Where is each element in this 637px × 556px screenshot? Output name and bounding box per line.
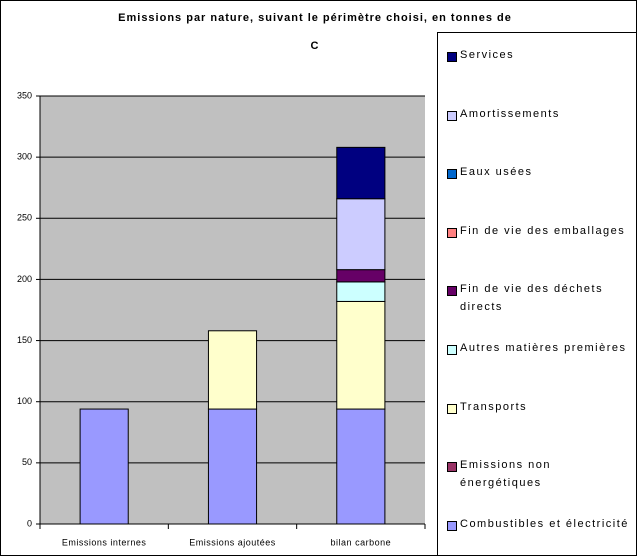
- legend-item: Services: [447, 49, 635, 64]
- legend-label: Amortissements: [460, 107, 560, 120]
- bar-segment: [336, 300, 386, 410]
- x-tick-label: Emissions internes: [62, 537, 147, 547]
- legend-swatch: [447, 169, 457, 180]
- bar-segment: [336, 198, 386, 271]
- x-tick-label: Emissions ajoutées: [189, 537, 276, 547]
- legend-label: Eaux usées: [460, 166, 533, 179]
- legend-label: Fin de vie des emballages: [460, 224, 626, 237]
- x-tick-label: bilan carbone: [331, 537, 392, 547]
- bar-segment: [79, 408, 129, 525]
- chart-title: Emissions par nature, suivant le périmèt…: [118, 12, 512, 24]
- legend-item: Fin de vie des déchets directs: [447, 283, 635, 316]
- legend-swatch: [447, 345, 457, 355]
- legend-item: Combustibles et électricité: [447, 518, 635, 533]
- chart-title: C: [311, 40, 320, 52]
- legend-label: Transports: [460, 400, 528, 413]
- y-tick-label: 300: [17, 152, 32, 162]
- legend-label: Autres matières premières: [460, 342, 627, 354]
- legend-swatch: [447, 403, 457, 414]
- legend-swatch: [447, 110, 457, 121]
- y-tick-label: 250: [17, 213, 32, 223]
- legend-label: Combustibles et électricité: [460, 517, 629, 530]
- bar-segment: [207, 330, 258, 410]
- legend-swatch: [447, 227, 457, 238]
- legend-item: Emissions non énergétiques: [447, 459, 635, 492]
- legend-item: Fin de vie des emballages: [447, 225, 635, 240]
- legend-swatch: [447, 462, 457, 473]
- legend-label: Fin de vie des déchets directs: [460, 283, 604, 314]
- legend-item: Transports: [447, 401, 635, 416]
- y-tick-label: 200: [17, 274, 32, 284]
- y-tick-label: 50: [22, 457, 32, 467]
- y-tick-label: 150: [17, 335, 32, 345]
- bar-segment: [336, 281, 386, 302]
- y-tick-label: 100: [17, 396, 32, 406]
- legend-swatch: [447, 52, 457, 62]
- bar-segment: [207, 408, 258, 525]
- legend-label: Emissions non énergétiques: [460, 459, 552, 490]
- legend-item: Amortissements: [447, 108, 635, 123]
- bar-segment: [336, 408, 386, 525]
- bar-segment: [336, 269, 386, 283]
- legend-item: Eaux usées: [447, 166, 635, 181]
- y-tick-label: 0: [27, 518, 32, 528]
- legend-swatch: [447, 286, 457, 297]
- y-tick-label: 350: [17, 90, 32, 100]
- legend-label: Services: [460, 49, 515, 61]
- legend-box: [437, 32, 637, 556]
- legend-swatch: [447, 520, 457, 531]
- bar-segment: [336, 146, 386, 200]
- legend-item: Autres matières premières: [447, 342, 635, 357]
